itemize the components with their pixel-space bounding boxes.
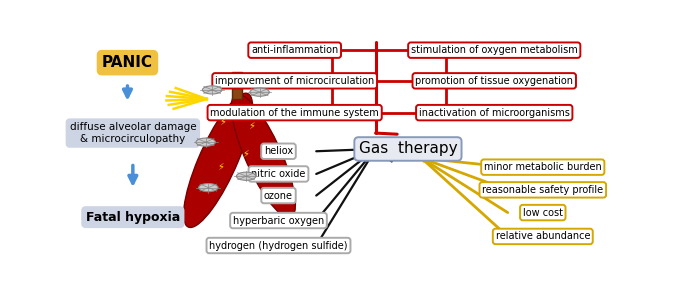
Ellipse shape xyxy=(184,93,253,227)
Circle shape xyxy=(203,86,222,94)
Text: diffuse alveolar damage
& microcirculopathy: diffuse alveolar damage & microcirculopa… xyxy=(70,122,196,144)
Text: ⚡: ⚡ xyxy=(217,162,224,172)
Text: anti-inflammation: anti-inflammation xyxy=(251,45,338,55)
Bar xyxy=(232,72,242,99)
Text: inactivation of microorganisms: inactivation of microorganisms xyxy=(419,108,570,118)
Text: ozone: ozone xyxy=(264,191,293,201)
Text: ⚡: ⚡ xyxy=(243,148,250,158)
Text: minor metabolic burden: minor metabolic burden xyxy=(484,162,601,172)
Text: nitric oxide: nitric oxide xyxy=(251,169,306,179)
Circle shape xyxy=(198,183,218,192)
Text: stimulation of oxygen metabolism: stimulation of oxygen metabolism xyxy=(411,45,578,55)
Text: Gas  therapy: Gas therapy xyxy=(358,142,457,156)
Ellipse shape xyxy=(231,94,295,217)
Text: promotion of tissue oxygenation: promotion of tissue oxygenation xyxy=(416,76,574,86)
Circle shape xyxy=(250,88,269,96)
Text: Fatal hypoxia: Fatal hypoxia xyxy=(86,211,180,224)
Circle shape xyxy=(196,138,215,146)
Text: ⚡: ⚡ xyxy=(248,121,255,131)
Text: PANIC: PANIC xyxy=(102,55,153,70)
Text: heliox: heliox xyxy=(264,146,293,156)
Text: low cost: low cost xyxy=(523,208,563,218)
Text: hyperbaric oxygen: hyperbaric oxygen xyxy=(233,216,324,225)
Text: modulation of the immune system: modulation of the immune system xyxy=(210,108,379,118)
Text: ⚡: ⚡ xyxy=(219,117,226,127)
Text: reasonable safety profile: reasonable safety profile xyxy=(482,185,603,195)
Text: relative abundance: relative abundance xyxy=(496,232,590,241)
Text: hydrogen (hydrogen sulfide): hydrogen (hydrogen sulfide) xyxy=(209,240,348,250)
Circle shape xyxy=(237,172,256,180)
Text: improvement of microcirculation: improvement of microcirculation xyxy=(215,76,374,86)
